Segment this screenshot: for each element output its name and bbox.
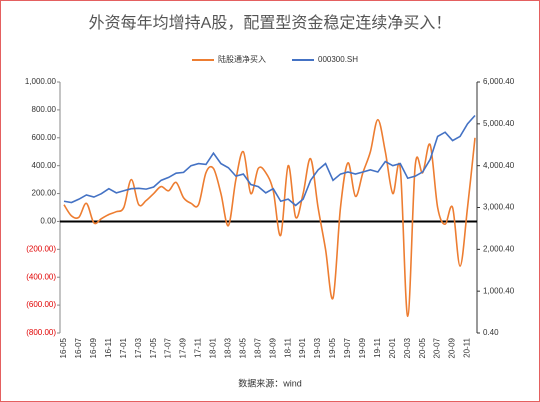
y-tick-label: 600.00 bbox=[32, 133, 57, 142]
x-tick-label: 19-09 bbox=[358, 337, 367, 358]
y2-tick-label: 4,000.40 bbox=[483, 161, 515, 170]
x-tick-label: 18-01 bbox=[209, 337, 218, 358]
source-note: 数据来源：wind bbox=[238, 377, 302, 388]
y-tick-label: (200.00) bbox=[26, 244, 56, 253]
x-tick-label: 18-03 bbox=[224, 337, 233, 358]
legend-label: 000300.SH bbox=[318, 55, 358, 64]
x-tick-label: 18-09 bbox=[268, 337, 277, 358]
y-tick-label: (400.00) bbox=[26, 272, 56, 281]
x-tick-label: 20-01 bbox=[388, 337, 397, 358]
x-tick-label: 16-07 bbox=[74, 337, 83, 358]
x-tick-label: 20-05 bbox=[418, 337, 427, 358]
x-tick-label: 20-03 bbox=[403, 337, 412, 358]
series-line bbox=[63, 118, 476, 318]
x-tick-label: 18-05 bbox=[238, 337, 247, 358]
x-tick-label: 19-11 bbox=[373, 337, 382, 357]
x-tick-label: 20-09 bbox=[448, 337, 457, 358]
y-tick-label: 1,000.00 bbox=[25, 77, 57, 86]
x-tick-label: 19-01 bbox=[298, 337, 307, 358]
y2-tick-label: 0.40 bbox=[483, 328, 499, 337]
x-tick-label: 17-03 bbox=[134, 337, 143, 358]
x-tick-label: 16-09 bbox=[89, 337, 98, 358]
y2-tick-label: 5,000.40 bbox=[483, 119, 515, 128]
x-tick-label: 18-11 bbox=[283, 337, 292, 357]
x-tick-label: 17-11 bbox=[194, 337, 203, 357]
x-tick-label: 17-05 bbox=[149, 337, 158, 358]
y2-tick-label: 3,000.40 bbox=[483, 203, 515, 212]
x-tick-label: 16-11 bbox=[104, 337, 113, 357]
legend-label: 陆股通净买入 bbox=[218, 54, 266, 64]
y-tick-label: 0.00 bbox=[40, 217, 56, 226]
x-tick-label: 19-05 bbox=[328, 337, 337, 358]
y-tick-label: 800.00 bbox=[32, 105, 57, 114]
y-tick-label: 400.00 bbox=[32, 161, 57, 170]
chart-title: 外资每年均增持A股，配置型资金稳定连续净买入！ bbox=[89, 14, 452, 32]
x-tick-label: 17-07 bbox=[164, 337, 173, 358]
series-line bbox=[63, 114, 476, 207]
y2-tick-label: 2,000.40 bbox=[483, 244, 515, 253]
y2-tick-label: 6,000.40 bbox=[483, 77, 515, 86]
y-tick-label: 200.00 bbox=[32, 189, 57, 198]
x-tick-label: 16-05 bbox=[59, 337, 68, 358]
x-tick-label: 19-03 bbox=[313, 337, 322, 358]
x-tick-label: 20-11 bbox=[463, 337, 472, 357]
x-tick-label: 18-07 bbox=[253, 337, 262, 358]
x-tick-label: 20-07 bbox=[433, 337, 442, 358]
y-tick-label: (600.00) bbox=[26, 300, 56, 309]
y-tick-label: (800.00) bbox=[26, 328, 56, 337]
y2-tick-label: 1,000.40 bbox=[483, 286, 515, 295]
x-tick-label: 17-09 bbox=[179, 337, 188, 358]
x-tick-label: 17-01 bbox=[119, 337, 128, 358]
x-tick-label: 19-07 bbox=[343, 337, 352, 358]
